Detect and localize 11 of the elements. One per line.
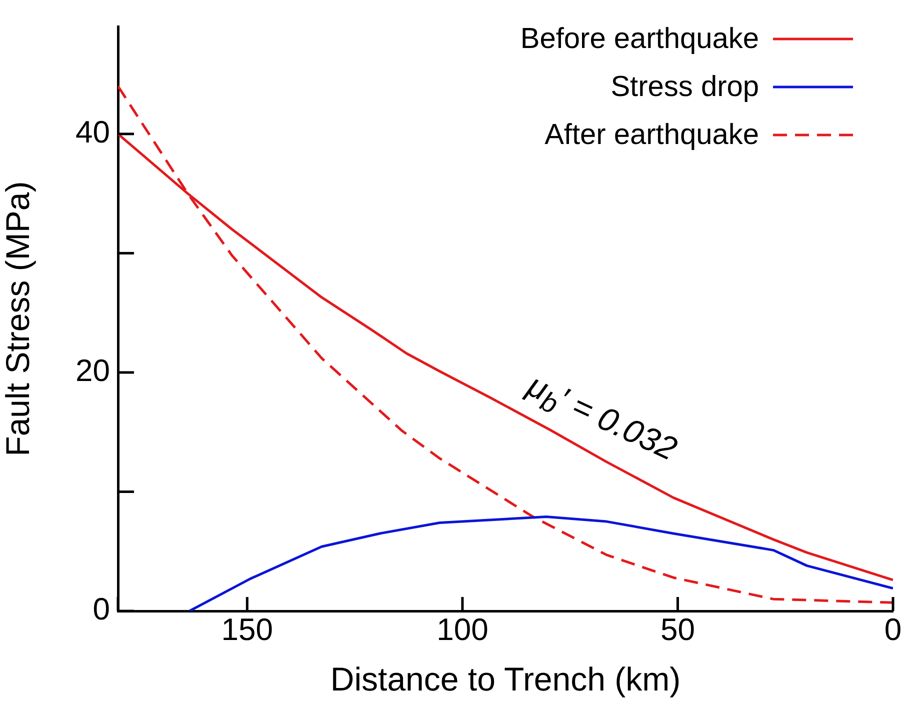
legend-label: Stress drop: [610, 70, 759, 104]
x-tick-label: 150: [221, 612, 274, 648]
x-axis-title: Distance to Trench (km): [330, 660, 681, 698]
legend-label: Before earthquake: [520, 22, 759, 56]
y-tick-label: 20: [76, 353, 110, 388]
x-tick-label: 100: [436, 612, 488, 648]
x-tick-label: 50: [660, 612, 695, 648]
y-tick-label: 40: [76, 114, 110, 150]
y-axis-title: Fault Stress (MPa): [0, 181, 36, 456]
x-tick-label: 0: [884, 612, 902, 648]
legend-label: After earthquake: [544, 118, 759, 152]
